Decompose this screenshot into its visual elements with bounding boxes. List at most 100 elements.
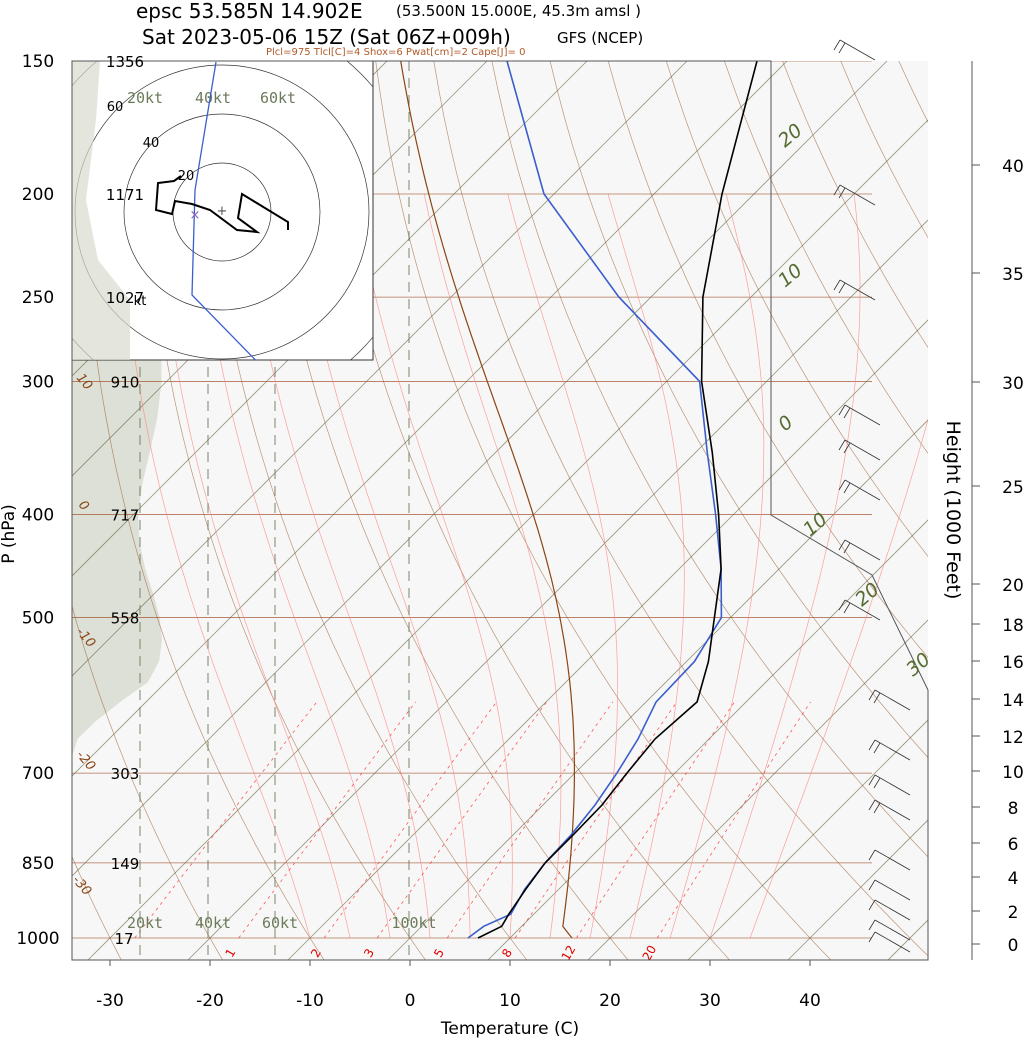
dry-adiabat bbox=[375, 61, 832, 960]
indices-line: Plcl=975 Tlcl[C]=4 Shox=6 Pwat[cm]=2 Cap… bbox=[266, 47, 525, 58]
pressure-tick-label: 250 bbox=[22, 288, 54, 308]
geopotential-label: 558 bbox=[111, 610, 140, 628]
wind-barb-staff bbox=[839, 184, 876, 206]
wind-barb-flag bbox=[868, 879, 876, 891]
wind-speed-label: 60kt bbox=[262, 914, 298, 932]
height-tick-label: 2 bbox=[1008, 903, 1019, 923]
pressure-tick-label: 500 bbox=[22, 609, 54, 629]
height-tick-label: 0 bbox=[1008, 936, 1019, 956]
wind-barb bbox=[868, 879, 911, 901]
isotherm-line bbox=[187, 219, 928, 960]
wind-barb-flag bbox=[843, 482, 851, 494]
wind-barb bbox=[833, 279, 876, 301]
wind-barb-staff bbox=[874, 774, 911, 796]
mixing-ratio-line bbox=[376, 701, 548, 939]
dry-adiabat bbox=[782, 61, 928, 349]
moist-adiabat bbox=[120, 193, 311, 939]
isotherm-line bbox=[287, 319, 928, 960]
x-tick-label: -10 bbox=[296, 991, 324, 1011]
geopotential-label: 1171 bbox=[106, 186, 144, 204]
dry-adiabat bbox=[433, 61, 928, 957]
height-tick-label: 18 bbox=[1002, 616, 1024, 636]
title-coords: (53.500N 15.000E, 45.3m amsl ) bbox=[396, 2, 641, 20]
wind-barb-flag bbox=[838, 439, 846, 451]
wind-barb-flag bbox=[868, 689, 876, 701]
mixing-ratio-line bbox=[576, 701, 735, 939]
wind-barb bbox=[868, 919, 911, 941]
x-tick-label: 40 bbox=[799, 991, 821, 1011]
wind-barb-flag bbox=[838, 42, 846, 54]
wind-barb-flag bbox=[873, 742, 881, 754]
wind-speed-label: 20kt bbox=[127, 914, 163, 932]
wind-speed-label: 40kt bbox=[195, 914, 231, 932]
pressure-tick-label: 150 bbox=[22, 52, 54, 72]
wind-barb-flag bbox=[843, 407, 851, 419]
geopotential-label: 303 bbox=[111, 765, 140, 783]
moist-adiabat bbox=[353, 193, 513, 939]
hodograph-inset: 604020kt20kt40kt60kt100kt×+ bbox=[71, 60, 374, 361]
x-tick-label: -20 bbox=[196, 991, 224, 1011]
isotherm-line bbox=[487, 519, 928, 960]
dry-adiabat bbox=[0, 0, 20, 961]
wind-barb bbox=[838, 439, 881, 461]
wind-barb-staff bbox=[874, 919, 911, 941]
wind-barb-flag bbox=[868, 849, 876, 861]
wind-barb-flag bbox=[873, 692, 881, 704]
parcel-curve bbox=[400, 61, 575, 939]
wind-barb-flag bbox=[833, 39, 841, 51]
plot-frame bbox=[71, 60, 929, 961]
hodograph-storm-marker: × bbox=[190, 208, 201, 223]
wind-barb bbox=[838, 404, 881, 426]
hodograph-speed-label: 40kt bbox=[195, 89, 231, 107]
wind-barb-flag bbox=[868, 931, 876, 943]
wind-barb-staff bbox=[874, 931, 911, 953]
hodograph-ring bbox=[123, 113, 321, 311]
wind-barb-staff bbox=[874, 849, 911, 871]
wind-barb bbox=[868, 899, 911, 921]
hodograph-speed-label: 20kt bbox=[127, 89, 163, 107]
title-main: epsc 53.585N 14.902E bbox=[136, 0, 363, 23]
hodograph-ring-label: 60 bbox=[107, 100, 124, 115]
wind-barb-staff bbox=[874, 739, 911, 761]
wind-barb-staff bbox=[844, 439, 881, 461]
wind-barb-flag bbox=[838, 187, 846, 199]
x-tick-label: -30 bbox=[96, 991, 124, 1011]
geopotential-label: 717 bbox=[111, 506, 140, 524]
height-tick-label: 12 bbox=[1002, 728, 1024, 748]
height-tick-label: 25 bbox=[1002, 478, 1024, 498]
wind-barb-flag bbox=[838, 479, 846, 491]
geopotential-label: 1356 bbox=[106, 53, 144, 71]
wind-speed-label: 100kt bbox=[391, 914, 436, 932]
height-tick-label: 8 bbox=[1008, 799, 1019, 819]
wind-barb bbox=[833, 39, 876, 61]
wind-barb-flag bbox=[833, 279, 841, 291]
wind-barb-flag bbox=[868, 774, 876, 786]
wind-barb bbox=[868, 739, 911, 761]
mixing-ratio-label: 20 bbox=[640, 943, 660, 963]
wind-barb-staff bbox=[874, 899, 911, 921]
isotherm-line bbox=[72, 61, 588, 577]
x-tick-label: 0 bbox=[405, 991, 416, 1011]
pressure-tick-label: 1000 bbox=[16, 929, 59, 949]
wind-barb-staff bbox=[844, 539, 881, 561]
moist-adiabat bbox=[197, 193, 391, 939]
height-tick-label: 6 bbox=[1008, 835, 1019, 855]
dry-adiabat bbox=[491, 61, 928, 858]
wind-barb-flag bbox=[873, 777, 881, 789]
dry-adiabat bbox=[724, 61, 928, 455]
height-tick-label: 14 bbox=[1002, 691, 1024, 711]
geopotential-label: 17 bbox=[114, 930, 133, 948]
moist-adiabat bbox=[294, 193, 471, 938]
wind-barb-flag bbox=[868, 899, 876, 911]
wind-barb bbox=[868, 931, 911, 953]
wind-barb-staff bbox=[874, 689, 911, 711]
height-tick-label: 35 bbox=[1002, 265, 1024, 285]
hodograph-shade bbox=[72, 61, 130, 360]
wind-barb-flag bbox=[873, 802, 881, 814]
height-tick-label: 30 bbox=[1002, 374, 1024, 394]
pressure-tick-label: 700 bbox=[22, 764, 54, 784]
x-axis-label: Temperature (C) bbox=[440, 1019, 579, 1039]
hodograph-ring-label: 40 bbox=[143, 136, 160, 151]
isotherm-line bbox=[87, 119, 928, 960]
